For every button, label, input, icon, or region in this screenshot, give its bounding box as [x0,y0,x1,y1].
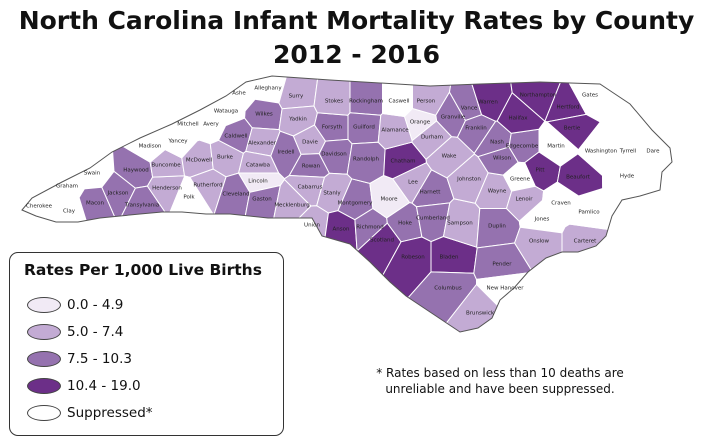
county-dare [640,76,672,241]
legend-label-4: Suppressed* [67,405,153,421]
legend-label-0: 0.0 - 4.9 [67,297,124,313]
county-rockingham [349,76,383,116]
footnote: * Rates based on less than 10 deaths are… [360,365,640,397]
legend-item-2: 7.5 - 10.3 [27,349,132,369]
legend: Rates Per 1,000 Live Births 0.0 - 4.9 5.… [9,252,284,436]
legend-label-3: 10.4 - 19.0 [67,378,141,394]
legend-item-4: Suppressed* [27,403,153,423]
legend-swatch-2 [27,351,61,367]
county-surry [278,76,321,110]
county-guilford [347,112,382,145]
state-outline [21,75,673,333]
county-randolph [346,141,386,184]
legend-item-3: 10.4 - 19.0 [27,376,141,396]
county-stokes [313,76,351,116]
footnote-line-2: unreliable and have been suppressed. [385,382,615,396]
legend-title: Rates Per 1,000 Live Births [24,261,262,279]
legend-swatch-4 [27,405,61,421]
county-swain [22,76,115,190]
legend-label-2: 7.5 - 10.3 [67,351,132,367]
legend-swatch-0 [27,297,61,313]
legend-label-1: 5.0 - 7.4 [67,324,124,340]
footnote-line-1: * Rates based on less than 10 deaths are [376,366,624,380]
legend-item-0: 0.0 - 4.9 [27,295,123,315]
county-madison [73,76,166,163]
county-carteret [561,223,672,332]
county-caswell [382,76,413,118]
map-subtitle-years: 2012 - 2016 [273,40,440,69]
county-graham [22,76,85,201]
legend-swatch-1 [27,324,61,340]
county-anson [309,210,358,332]
legend-swatch-3 [27,378,61,394]
map-title: North Carolina Infant Mortality Rates by… [18,6,695,35]
legend-item-1: 5.0 - 7.4 [27,322,123,342]
